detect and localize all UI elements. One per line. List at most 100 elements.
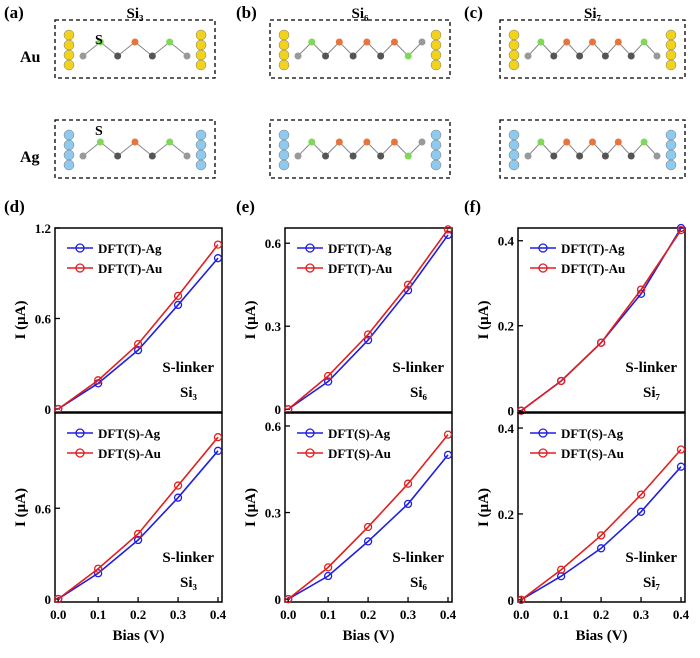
series-line [287,434,449,600]
structure-box [54,119,216,179]
data-point [403,479,413,488]
metal-atom [665,129,677,141]
legend-label: DFT(T)-Au [328,261,392,276]
y-tick-label: 0.6 [35,501,52,516]
x-tick-label: 0.4 [673,607,690,622]
metal-atom [430,149,442,161]
metal-atom [195,39,207,51]
x-tick-label: 0.2 [593,607,609,622]
data-point [213,433,223,442]
atom [390,38,398,46]
legend-label: DFT(T)-Au [98,261,162,276]
data-point [676,462,686,471]
data-point [363,335,373,345]
metal-atom [508,49,520,61]
structure-title: Si₆ [351,6,369,22]
data-point [517,595,526,605]
y-tick-label: 0.3 [265,319,282,334]
metal-atom [508,129,520,141]
x-tick-label: 0.0 [280,607,296,622]
legend-marker [305,448,315,458]
annotation: Si₃ [180,575,198,591]
row-label: Ag [20,149,40,166]
series-line [287,234,449,410]
metal-atom [63,39,75,51]
atom [96,138,104,146]
sulfur-label: S [95,124,103,139]
atom [640,38,648,46]
x-tick-label: 0.3 [633,607,650,622]
atom [349,52,357,60]
metal-atom [665,29,677,41]
legend-label: DFT(T)-Au [561,261,625,276]
legend-marker [538,448,548,458]
data-point [403,499,413,509]
atom [404,152,412,160]
annotation: Si₇ [643,385,661,401]
legend-marker [305,428,315,438]
series-line [287,228,449,410]
data-point [323,571,333,581]
legend-marker [538,263,548,273]
atom [589,138,596,146]
metal-atom [63,49,75,61]
atom [390,138,398,146]
y-tick-label: 0.4 [498,234,515,249]
legend-label: DFT(S)-Au [328,446,391,461]
atom [363,138,371,146]
atom [601,152,609,160]
atom [524,52,532,60]
series-line [57,450,219,600]
metal-atom [63,139,75,151]
panel-label: (f) [464,197,481,216]
y-tick-label: 0 [275,592,282,607]
atom [614,138,622,146]
data-point [213,446,223,455]
metal-atom [195,149,207,161]
atom [576,52,584,60]
data-point [54,594,63,604]
metal-atom [508,139,520,151]
data-point [173,300,183,310]
atom [183,152,191,160]
x-tick-label: 0.1 [90,607,106,622]
legend-marker [538,428,548,438]
legend-label: DFT(S)-Ag [98,426,161,441]
metal-atom [195,29,207,41]
metal-atom [278,59,290,71]
legend-label: DFT(S)-Ag [328,426,391,441]
atom [589,38,596,46]
data-point [556,376,566,386]
atom [563,38,571,46]
plot-frame [54,412,223,603]
structure-box [499,19,686,79]
data-point [517,406,526,415]
legend-label: DFT(S)-Au [98,446,161,461]
data-point [636,507,646,516]
y-axis-label: I (μA) [476,301,492,340]
data-point [443,430,453,439]
structure-box [499,119,686,179]
legend-marker [538,243,548,253]
annotation: Si₃ [180,385,198,401]
atom [166,38,174,46]
data-point [133,529,143,539]
y-tick-label: 0.6 [35,311,52,326]
data-point [323,563,333,572]
metal-atom [508,29,520,41]
atom [131,38,139,46]
metal-atom [665,139,677,151]
metal-atom [195,59,207,71]
metal-atom [508,149,520,161]
atom [183,52,191,60]
plot-frame [517,227,686,413]
atom [377,152,385,160]
y-tick-label: 0 [508,404,515,419]
annotation: S-linker [162,550,214,566]
atom [131,138,139,146]
plot-frame [284,412,453,603]
x-tick-label: 0.1 [320,607,336,622]
x-tick-label: 0.2 [360,607,376,622]
y-tick-label: 1.2 [35,221,51,236]
